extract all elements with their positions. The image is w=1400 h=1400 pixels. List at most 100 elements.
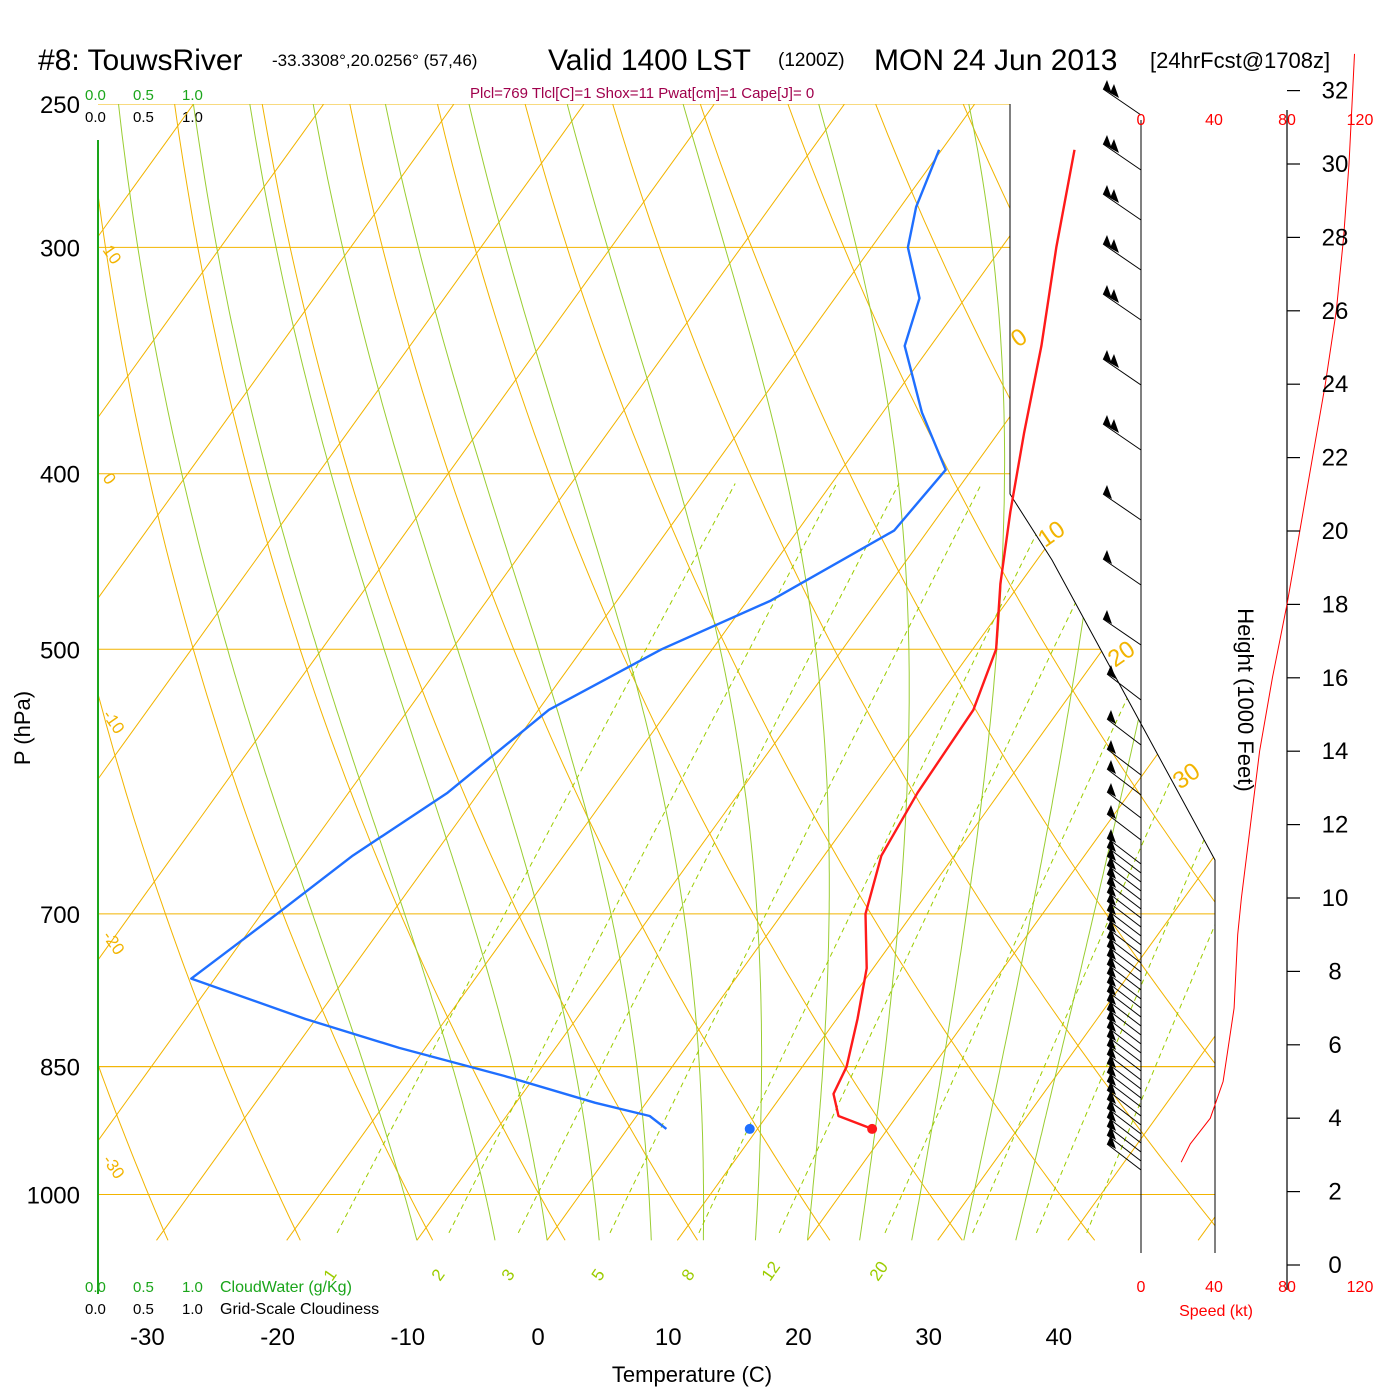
height-tick-8: 8 bbox=[1328, 958, 1341, 985]
speed-tick-top-0: 0 bbox=[1137, 112, 1146, 129]
wind-barb bbox=[1106, 805, 1142, 841]
station-coords: -33.3308°,20.0256° (57,46) bbox=[272, 51, 477, 70]
wind-barb bbox=[1106, 919, 1142, 955]
cloud-scale-bottom-05: 0.5 bbox=[133, 1279, 154, 1296]
speed-tick-top-80: 80 bbox=[1278, 112, 1296, 129]
height-tick-10: 10 bbox=[1322, 885, 1349, 912]
isotherm-label-left-3: -20 bbox=[99, 927, 129, 958]
height-tick-22: 22 bbox=[1322, 445, 1349, 472]
mixing-ratio-2 bbox=[448, 483, 837, 1234]
plot-frame bbox=[97, 104, 1288, 1294]
isotherm--20 bbox=[286, 104, 1129, 1241]
moist-adiabat--10 bbox=[114, 104, 418, 1241]
cloud-scale-top-0: 0.0 bbox=[85, 87, 106, 104]
mixing-ratio-3 bbox=[517, 483, 900, 1234]
cloud-scale-top-1: 1.0 bbox=[182, 87, 203, 104]
wind-barb bbox=[1102, 185, 1142, 221]
pressure-tick-500: 500 bbox=[40, 637, 80, 664]
dry-adiabat-300 bbox=[429, 104, 963, 1241]
mixing-ratio-label-20: 20 bbox=[866, 1258, 892, 1284]
wind-barb bbox=[1106, 1099, 1142, 1135]
wind-barb bbox=[1106, 901, 1142, 937]
speed-tick-top-120: 120 bbox=[1347, 112, 1374, 129]
moist-adiabat-16 bbox=[558, 104, 763, 1241]
mixing-ratio-12 bbox=[778, 483, 1134, 1234]
cloud-scale-top: 0.0 0.5 1.0 0.0 0.5 1.0 bbox=[85, 87, 203, 126]
wind-barb bbox=[1106, 1063, 1142, 1099]
wind-barb bbox=[1106, 964, 1142, 1000]
temp-tick-40: 40 bbox=[1045, 1324, 1072, 1351]
pressure-tick-300: 300 bbox=[40, 235, 80, 262]
frame-right-edge bbox=[1009, 104, 1216, 1253]
isotherm-50 bbox=[1197, 104, 1215, 1241]
moist-adiabat-20 bbox=[673, 104, 830, 1241]
wind-barb bbox=[1106, 1054, 1142, 1090]
dry-adiabat-380 bbox=[1122, 104, 1215, 1241]
pressure-tick-700: 700 bbox=[40, 902, 80, 929]
wind-barb bbox=[1106, 1000, 1142, 1036]
wind-speed-profile bbox=[1180, 53, 1355, 1163]
wind-barb bbox=[1106, 1018, 1142, 1054]
temp-tick-0: 0 bbox=[531, 1324, 544, 1351]
pressure-tick-850: 850 bbox=[40, 1055, 80, 1082]
cloud-scale-bottom-1: 1.0 bbox=[182, 1279, 203, 1296]
station-title: #8: TouwsRiver bbox=[38, 44, 243, 77]
isotherm--70 bbox=[98, 104, 478, 1241]
wind-barb bbox=[1106, 955, 1142, 991]
isotherm--50 bbox=[98, 104, 738, 1241]
speed-tick-top-40: 40 bbox=[1205, 112, 1223, 129]
temp-tick-30: 30 bbox=[915, 1324, 942, 1351]
mixing-ratio-5 bbox=[609, 483, 983, 1234]
isotherm--10 bbox=[416, 104, 1215, 1241]
wind-barb bbox=[1106, 928, 1142, 964]
wind-barb bbox=[1106, 946, 1142, 982]
wind-barb bbox=[1106, 1126, 1142, 1162]
moist-adiabat-28 bbox=[911, 104, 1006, 1241]
mixing-ratio-8 bbox=[698, 483, 1062, 1234]
wind-barb bbox=[1102, 485, 1142, 521]
valid-time: Valid 1400 LST bbox=[548, 44, 751, 77]
wind-barb bbox=[1106, 1108, 1142, 1144]
height-tick-14: 14 bbox=[1322, 738, 1349, 765]
isotherm-40 bbox=[1067, 104, 1215, 1241]
wind-barb bbox=[1106, 838, 1142, 874]
axes: 100-10-20-300102030250300400500700850100… bbox=[27, 78, 1374, 1351]
isotherm-label-left-0: 10 bbox=[99, 241, 125, 267]
wind-barb bbox=[1106, 1090, 1142, 1126]
wind-barb bbox=[1106, 874, 1142, 910]
isotherm-label-left-1: 0 bbox=[99, 469, 120, 488]
cloudiness-scale-top-05: 0.5 bbox=[133, 109, 154, 126]
height-tick-0: 0 bbox=[1328, 1252, 1341, 1279]
isotherm--60 bbox=[98, 104, 608, 1241]
wind-barb bbox=[1106, 1072, 1142, 1108]
wind-barb bbox=[1102, 135, 1142, 171]
isotherm--40 bbox=[98, 104, 869, 1241]
moist-adiabat-12 bbox=[461, 104, 705, 1241]
pressure-tick-250: 250 bbox=[40, 92, 80, 119]
height-tick-2: 2 bbox=[1328, 1179, 1341, 1206]
wind-barb bbox=[1102, 80, 1142, 116]
height-axis-title: Height (1000 Feet) bbox=[1233, 608, 1258, 791]
legend-bottom: 0.0 0.5 1.0 CloudWater (g/Kg) 0.0 0.5 1.… bbox=[85, 1279, 379, 1318]
mixing-ratio-lines bbox=[336, 483, 1215, 1234]
mixing-ratio-1 bbox=[336, 483, 736, 1234]
height-tick-16: 16 bbox=[1322, 665, 1349, 692]
moist-adiabat-4 bbox=[307, 104, 600, 1241]
mixing-ratio-label-12: 12 bbox=[758, 1258, 784, 1284]
isotherm-label-right-3: 30 bbox=[1168, 757, 1205, 794]
wind-barb bbox=[1106, 760, 1142, 796]
wind-barb bbox=[1106, 892, 1142, 928]
wind-barb bbox=[1106, 1036, 1142, 1072]
dry-adiabat-410 bbox=[1383, 72, 1400, 1240]
dry-adiabat-340 bbox=[776, 104, 1215, 1241]
wind-barb bbox=[1106, 1081, 1142, 1117]
wind-barb bbox=[1106, 865, 1142, 901]
sounding-profiles bbox=[190, 53, 1355, 1163]
wind-barb bbox=[1106, 1027, 1142, 1063]
speed-tick-bottom-80: 80 bbox=[1278, 1279, 1296, 1296]
temp-tick--20: -20 bbox=[260, 1324, 295, 1351]
wind-barb bbox=[1102, 285, 1142, 321]
cloudiness-scale-top-0: 0.0 bbox=[85, 109, 106, 126]
mixing-ratio-label-8: 8 bbox=[678, 1266, 699, 1285]
isotherm-label-left-2: -10 bbox=[99, 706, 129, 737]
